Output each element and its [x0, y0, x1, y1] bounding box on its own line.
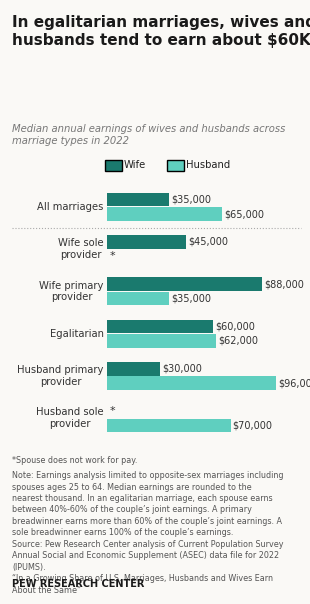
Text: $30,000: $30,000 — [162, 364, 202, 374]
Text: *: * — [110, 251, 115, 262]
Text: *: * — [110, 406, 115, 416]
Text: Median annual earnings of wives and husbands across
marriage types in 2022: Median annual earnings of wives and husb… — [12, 124, 286, 146]
Text: In egalitarian marriages, wives and
husbands tend to earn about $60K each: In egalitarian marriages, wives and husb… — [12, 15, 310, 48]
Text: Wife primary
provider: Wife primary provider — [39, 281, 104, 302]
Bar — [107, 207, 222, 221]
Text: Egalitarian: Egalitarian — [50, 329, 104, 339]
Bar — [107, 334, 216, 348]
Text: Note: Earnings analysis limited to opposite-sex marriages including
spouses ages: Note: Earnings analysis limited to oppos… — [12, 471, 284, 594]
Text: Husband primary
provider: Husband primary provider — [17, 365, 104, 387]
Text: Wife: Wife — [124, 161, 146, 170]
Bar — [107, 193, 169, 207]
Bar — [107, 419, 231, 432]
Text: $62,000: $62,000 — [219, 336, 259, 346]
Bar — [107, 292, 169, 306]
Bar — [107, 277, 262, 291]
Text: $35,000: $35,000 — [171, 294, 211, 304]
Text: Wife sole
provider: Wife sole provider — [58, 239, 104, 260]
Bar — [107, 320, 213, 333]
Text: $35,000: $35,000 — [171, 194, 211, 205]
Text: $45,000: $45,000 — [188, 237, 228, 247]
Text: $65,000: $65,000 — [224, 209, 264, 219]
Text: $70,000: $70,000 — [232, 420, 272, 431]
Text: All marriages: All marriages — [38, 202, 104, 212]
Text: $96,000: $96,000 — [278, 378, 310, 388]
Bar — [107, 376, 277, 390]
Text: Husband sole
provider: Husband sole provider — [36, 408, 104, 429]
Text: *Spouse does not work for pay.: *Spouse does not work for pay. — [12, 456, 138, 465]
Text: PEW RESEARCH CENTER: PEW RESEARCH CENTER — [12, 579, 145, 589]
Text: $60,000: $60,000 — [215, 321, 255, 332]
Bar — [107, 235, 186, 249]
Bar — [107, 362, 160, 376]
Text: Husband: Husband — [186, 161, 230, 170]
Text: $88,000: $88,000 — [264, 279, 304, 289]
